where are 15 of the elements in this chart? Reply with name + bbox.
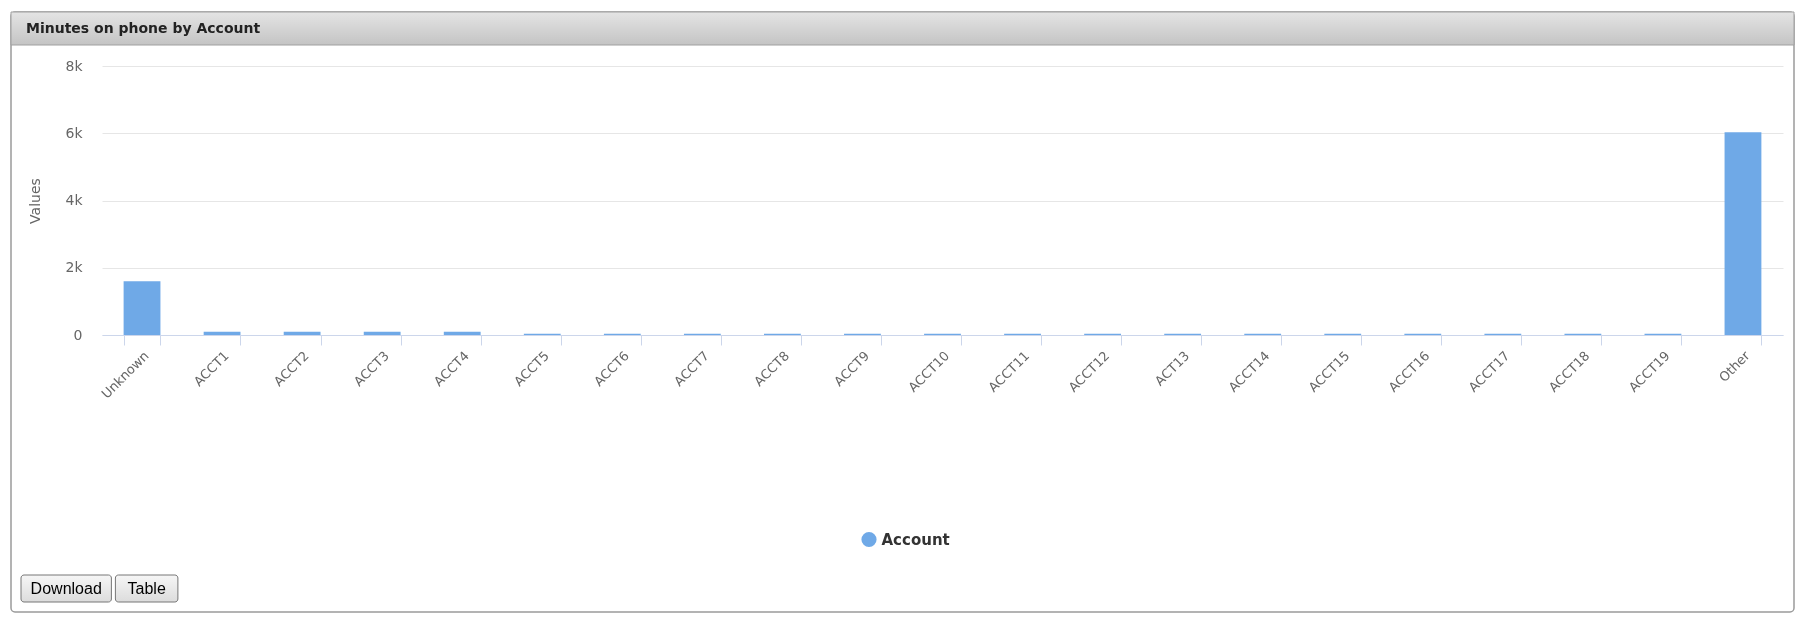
bar [123, 281, 161, 335]
y-tick-label: 2k [65, 259, 84, 276]
text: Download [30, 580, 102, 597]
y-tick-label: 6k [65, 124, 84, 141]
y-tick-label: 8k [65, 57, 84, 74]
bar [1724, 132, 1762, 335]
legend-label: Account [881, 530, 950, 549]
bar [363, 331, 401, 335]
y-axis-title: Values [27, 178, 44, 224]
y-tick-label: 0 [73, 326, 83, 343]
bar [443, 331, 481, 335]
text: Table [127, 580, 166, 597]
bar [283, 331, 321, 335]
chart-title: Minutes on phone by Account [26, 20, 261, 36]
y-tick-label: 4k [65, 192, 84, 208]
